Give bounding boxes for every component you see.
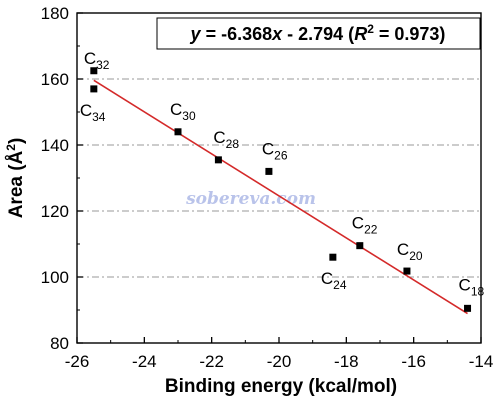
eq-y: y bbox=[190, 24, 202, 44]
point-label-sub: 32 bbox=[96, 58, 110, 72]
point-label-sub: 20 bbox=[409, 249, 423, 263]
point-label: C28 bbox=[213, 128, 239, 151]
point-label-base: C bbox=[170, 100, 182, 119]
data-point bbox=[90, 85, 98, 93]
x-tick-label: -22 bbox=[199, 352, 224, 371]
data-point bbox=[356, 242, 364, 250]
x-tick-label: -24 bbox=[132, 352, 157, 371]
y-tick-label: 140 bbox=[41, 136, 69, 155]
point-label: C22 bbox=[352, 214, 378, 237]
eq-r: R bbox=[354, 24, 367, 44]
data-point bbox=[329, 253, 337, 261]
data-point bbox=[265, 167, 273, 175]
data-point bbox=[174, 128, 182, 136]
watermark: sobereva.com bbox=[185, 189, 316, 209]
x-tick-label: -26 bbox=[65, 352, 90, 371]
point-label-sub: 22 bbox=[364, 223, 378, 237]
point-label: C26 bbox=[262, 139, 288, 162]
x-tick-label: -14 bbox=[469, 352, 494, 371]
axis-ticks bbox=[76, 12, 482, 344]
fit-line bbox=[93, 79, 468, 315]
point-label-sub: 30 bbox=[182, 109, 196, 123]
grid-lines bbox=[77, 78, 481, 278]
point-label-base: C bbox=[459, 275, 471, 294]
point-label: C24 bbox=[321, 269, 347, 292]
x-tick-label: -20 bbox=[267, 352, 292, 371]
x-tick-label: -16 bbox=[401, 352, 426, 371]
y-axis-label: Area (Å2) bbox=[4, 138, 27, 219]
y-tick-label: 100 bbox=[41, 268, 69, 287]
point-label: C34 bbox=[80, 101, 106, 124]
x-tick-label: -18 bbox=[334, 352, 359, 371]
point-label-base: C bbox=[84, 49, 96, 68]
point-label-base: C bbox=[80, 101, 92, 120]
point-label-base: C bbox=[213, 128, 225, 147]
data-point bbox=[214, 156, 222, 164]
data-point bbox=[464, 304, 472, 312]
data-point bbox=[403, 267, 411, 275]
y-tick-label: 180 bbox=[41, 4, 69, 23]
point-label-sub: 28 bbox=[226, 137, 240, 151]
point-label-sub: 24 bbox=[333, 278, 347, 292]
eq-x: x bbox=[271, 24, 283, 44]
y-tick-label: 120 bbox=[41, 202, 69, 221]
point-label-base: C bbox=[397, 240, 409, 259]
equation-box bbox=[156, 17, 481, 50]
point-label-base: C bbox=[262, 139, 274, 158]
point-label: C30 bbox=[170, 100, 196, 123]
eq-tail: = 0.973) bbox=[374, 24, 446, 44]
y-tick-label: 160 bbox=[41, 70, 69, 89]
point-label: C32 bbox=[84, 49, 110, 72]
point-label-base: C bbox=[352, 214, 364, 233]
y-axis-label-base: Area (Å bbox=[6, 150, 27, 218]
point-label-sub: 34 bbox=[92, 110, 106, 124]
data-points bbox=[90, 67, 472, 312]
point-label-sub: 26 bbox=[274, 148, 288, 162]
x-tick-labels: -26 -24 -22 -20 -18 -16 -14 bbox=[65, 352, 494, 371]
eq-r-sup: 2 bbox=[367, 22, 374, 36]
plot-frame bbox=[76, 12, 482, 344]
point-label-sub: 18 bbox=[471, 284, 485, 298]
x-axis-label: Binding energy (kcal/mol) bbox=[165, 376, 397, 397]
eq-mid2: - 2.794 ( bbox=[282, 24, 354, 44]
data-point bbox=[90, 67, 98, 75]
y-axis-label-close: ) bbox=[6, 138, 27, 144]
y-tick-label: 80 bbox=[50, 334, 69, 353]
y-tick-labels: 80 100 120 140 160 180 bbox=[41, 4, 69, 353]
point-label-base: C bbox=[321, 269, 333, 288]
y-axis-label-sup: 2 bbox=[4, 144, 18, 151]
eq-mid1: = -6.368 bbox=[201, 24, 273, 44]
point-label: C20 bbox=[397, 240, 423, 263]
fit-equation: y = -6.368x - 2.794 (R2 = 0.973) bbox=[190, 22, 446, 44]
